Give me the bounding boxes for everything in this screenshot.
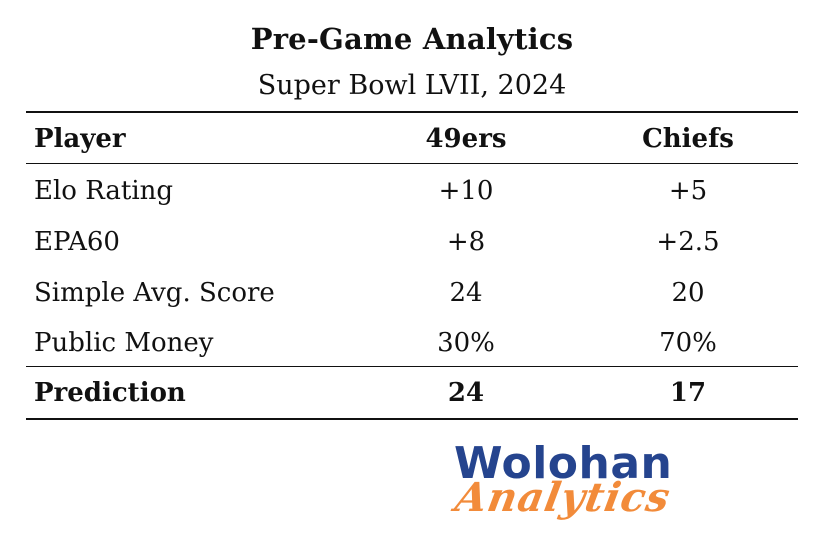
table-row: Public Money 30% 70%	[0, 318, 832, 368]
row-value-team1: +10	[438, 176, 494, 206]
row-label: Public Money	[34, 328, 214, 358]
prediction-team2: 17	[669, 378, 707, 408]
row-value-team1: 30%	[437, 328, 495, 358]
row-label: Simple Avg. Score	[34, 278, 275, 308]
brand-logo: Wolohan Analytics	[448, 438, 708, 528]
column-header-team2: Chiefs	[642, 124, 734, 154]
prediction-rule	[26, 366, 798, 367]
page-title: Pre-Game Analytics	[250, 22, 574, 56]
table-header-row: Player 49ers Chiefs	[0, 114, 832, 164]
table-header-rule	[26, 163, 798, 164]
row-value-team1: +8	[446, 227, 486, 257]
row-value-team2: +5	[668, 176, 708, 206]
table-row: Simple Avg. Score 24 20	[0, 268, 832, 318]
table-row: EPA60 +8 +2.5	[0, 217, 832, 267]
column-header-player: Player	[34, 124, 126, 154]
logo-wordmark-bottom: Analytics	[451, 474, 675, 521]
prediction-team1: 24	[447, 378, 485, 408]
prediction-row: Prediction 24 17	[0, 368, 832, 418]
row-value-team1: 24	[449, 278, 483, 308]
row-label: EPA60	[34, 227, 120, 257]
logo-wordmark-top: Wolohan	[454, 438, 673, 489]
table-row: Elo Rating +10 +5	[0, 166, 832, 216]
row-value-team2: 70%	[659, 328, 717, 358]
page-subtitle: Super Bowl LVII, 2024	[257, 70, 567, 101]
row-value-team2: 20	[671, 278, 705, 308]
table-top-rule	[26, 111, 798, 113]
table-bottom-rule	[26, 418, 798, 420]
row-label: Elo Rating	[34, 176, 174, 206]
prediction-label: Prediction	[34, 378, 186, 408]
column-header-team1: 49ers	[425, 124, 507, 154]
row-value-team2: +2.5	[656, 227, 720, 257]
